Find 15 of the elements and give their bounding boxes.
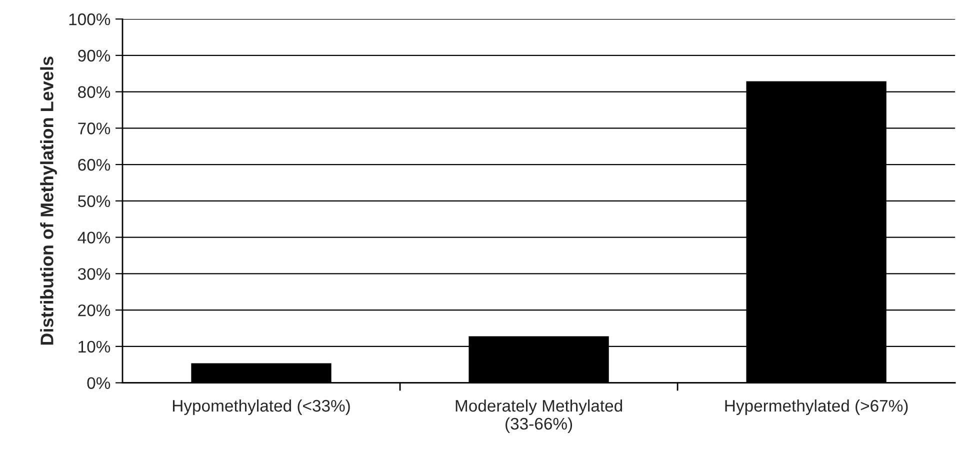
y-tick-label: 90% [78,50,110,62]
x-tick-label: Moderately Methylated (33-66%) [456,399,622,433]
y-axis-title: Distribution of Methylation Levels [40,56,57,345]
y-tick-label: 10% [78,340,110,353]
y-tick-label: 40% [78,232,110,244]
y-tick-label: 80% [78,86,110,98]
y-tick-label: 60% [78,158,110,171]
y-tick-label: 100% [69,13,110,26]
x-tick-label: Hypomethylated (<33%) [173,399,350,416]
y-tick-label: 0% [87,377,110,390]
y-tick-label: 70% [78,122,110,134]
y-tick-label: 20% [78,304,110,316]
y-tick-label: 50% [78,195,110,208]
y-tick-label: 30% [78,268,110,280]
x-tick-label: Hypermethylated (>67%) [725,399,908,416]
